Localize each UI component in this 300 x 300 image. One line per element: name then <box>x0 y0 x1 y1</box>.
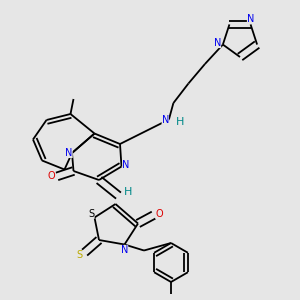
Text: N: N <box>122 160 130 170</box>
Text: H: H <box>124 187 133 197</box>
Text: N: N <box>214 38 221 48</box>
Text: H: H <box>176 117 184 127</box>
Text: O: O <box>155 208 163 219</box>
Text: S: S <box>76 250 82 260</box>
Text: N: N <box>65 148 73 158</box>
Text: S: S <box>88 209 94 219</box>
Text: N: N <box>247 14 254 24</box>
Text: O: O <box>48 171 56 182</box>
Text: N: N <box>121 245 128 255</box>
Text: N: N <box>162 115 169 124</box>
